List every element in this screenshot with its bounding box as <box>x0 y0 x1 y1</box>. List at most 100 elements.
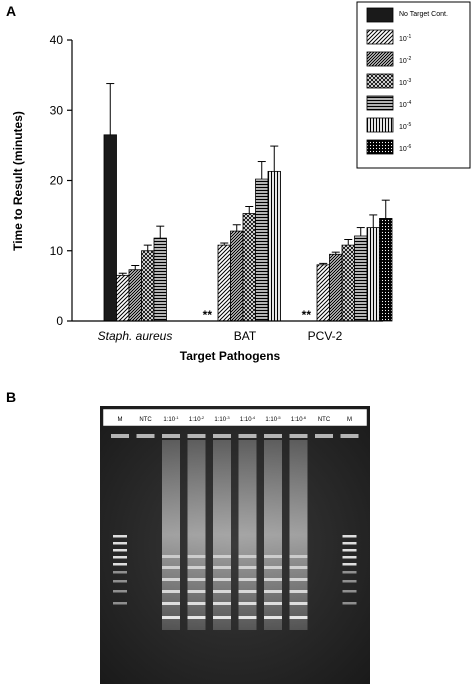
sample-band <box>289 602 308 605</box>
marker-band <box>113 549 127 552</box>
x-category-label: BAT <box>234 329 257 343</box>
sample-band <box>289 555 308 558</box>
gel-well <box>136 434 155 438</box>
bar <box>329 253 343 322</box>
gel-lane-label: 1:10-6 <box>291 415 307 423</box>
sample-smear <box>187 440 206 630</box>
sample-band <box>213 616 231 619</box>
sample-band <box>213 555 231 558</box>
panel-a-label: A <box>6 3 16 19</box>
sample-band <box>264 590 282 593</box>
sample-smear <box>213 440 231 630</box>
bar <box>267 170 281 322</box>
panel-b-label: B <box>6 389 16 405</box>
gel-lane-label: M <box>118 417 123 423</box>
gel-label-strip <box>102 408 368 427</box>
sample-band <box>264 555 282 558</box>
gel-lane-label: 1:10-3 <box>214 415 230 423</box>
bar <box>354 235 368 322</box>
legend-swatch <box>366 117 394 133</box>
sample-band <box>162 566 180 569</box>
marker-band <box>342 580 357 583</box>
sample-band <box>162 590 180 593</box>
legend-label: 10-5 <box>399 122 411 131</box>
legend-label: No Target Cont. <box>399 11 448 18</box>
gel-well <box>340 434 359 438</box>
gel-lane-label: NTC <box>318 417 331 423</box>
marker-band <box>113 590 127 593</box>
y-tick-label: 20 <box>50 174 64 188</box>
marker-band <box>342 542 357 545</box>
marker-band <box>113 602 127 605</box>
bar <box>141 250 155 322</box>
legend-swatch <box>366 7 394 23</box>
bar <box>255 178 269 322</box>
missing-control-marker: ** <box>302 308 312 322</box>
sample-smear <box>264 440 282 630</box>
gel-lane-label: 1:10-5 <box>265 415 281 423</box>
marker-band <box>342 563 357 566</box>
bar <box>366 227 380 322</box>
sample-band <box>238 590 257 593</box>
legend-label: 10-4 <box>399 100 411 109</box>
sample-band <box>187 566 206 569</box>
bar <box>230 230 244 322</box>
y-axis-title: Time to Result (minutes) <box>11 111 25 251</box>
bar <box>128 269 142 322</box>
bars-layer: ** ** <box>103 83 393 322</box>
sample-smear <box>289 440 308 630</box>
bar <box>379 218 393 322</box>
bar <box>341 244 355 322</box>
gel-lane-label: 1:10-4 <box>240 415 256 423</box>
bar <box>103 134 117 322</box>
marker-band <box>342 571 357 574</box>
legend-swatch <box>366 29 394 45</box>
sample-band <box>289 578 308 581</box>
sample-band <box>213 590 231 593</box>
legend-swatch <box>366 139 394 155</box>
sample-band <box>187 602 206 605</box>
gel-well <box>264 434 282 438</box>
sample-band <box>213 602 231 605</box>
legend-swatch <box>366 73 394 89</box>
marker-band <box>342 535 357 538</box>
legend-swatch <box>366 95 394 111</box>
marker-band <box>342 556 357 559</box>
sample-band <box>264 602 282 605</box>
sample-band <box>238 616 257 619</box>
marker-band <box>342 602 357 605</box>
gel-lanes: M NTC 1:10-1 1:10-2 1:10-3 1:10-4 1:10-5 1:10-6… <box>111 415 359 630</box>
gel-well <box>213 434 231 438</box>
marker-band <box>113 571 127 574</box>
bar <box>153 237 167 322</box>
sample-band <box>162 578 180 581</box>
x-category-labels: Staph. aureus BAT PCV-2 <box>98 329 343 343</box>
bar <box>242 213 256 322</box>
sample-band <box>162 602 180 605</box>
sample-band <box>162 616 180 619</box>
legend-label: 10-6 <box>399 144 411 153</box>
sample-band <box>187 616 206 619</box>
sample-band <box>187 578 206 581</box>
gel-well <box>238 434 257 438</box>
legend-swatch <box>366 51 394 67</box>
bar <box>217 244 231 322</box>
gel-well <box>111 434 129 438</box>
sample-band <box>264 578 282 581</box>
sample-band <box>238 555 257 558</box>
sample-smear <box>162 440 180 630</box>
sample-smear <box>238 440 257 630</box>
sample-band <box>213 578 231 581</box>
gel-image: M NTC 1:10-1 1:10-2 1:10-3 1:10-4 1:10-5 1:10-6… <box>100 406 370 684</box>
y-tick-label: 30 <box>50 103 64 117</box>
gel-well <box>289 434 308 438</box>
marker-band <box>113 556 127 559</box>
sample-band <box>289 590 308 593</box>
bar <box>316 264 330 322</box>
gel-lane-label: M <box>347 417 352 423</box>
marker-band <box>113 580 127 583</box>
gel-lane-label: NTC <box>139 417 152 423</box>
sample-band <box>162 555 180 558</box>
gel-well <box>187 434 206 438</box>
